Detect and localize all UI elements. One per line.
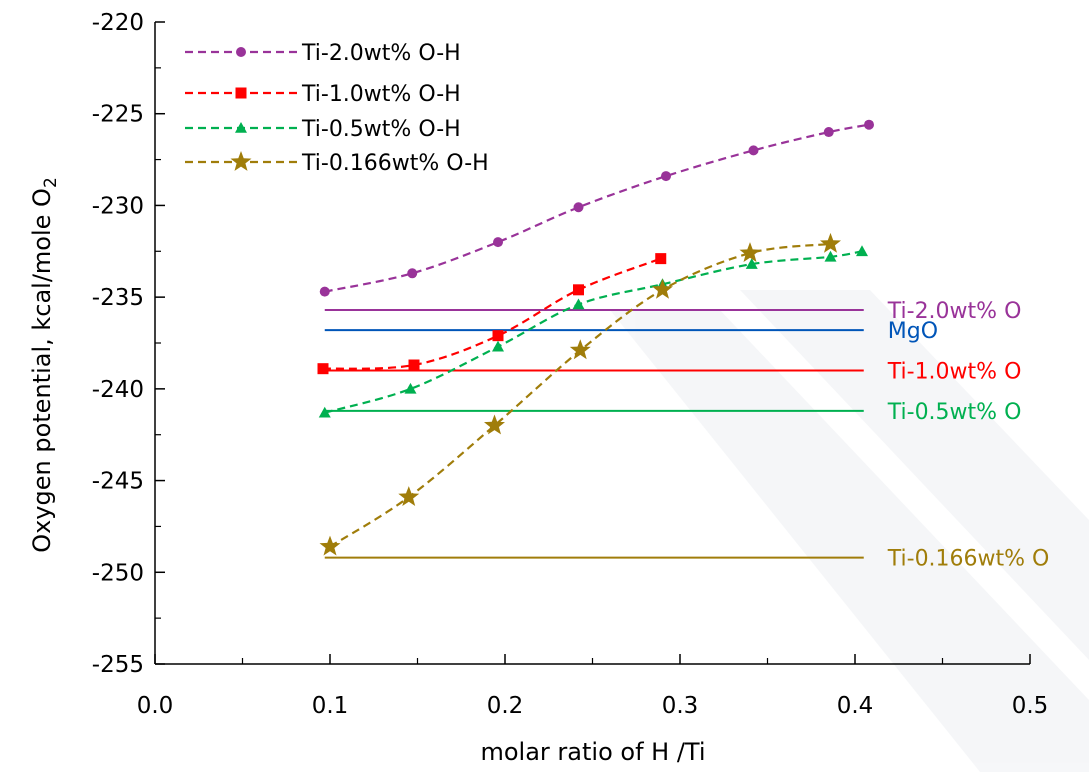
- y-tick-label: -230: [92, 193, 144, 219]
- data-point: [652, 278, 673, 299]
- data-point: [230, 151, 252, 171]
- legend-entry: Ti-1.0wt% O-H: [185, 82, 461, 107]
- series-square: [317, 253, 667, 375]
- data-point: [235, 122, 247, 133]
- reference-line-label: Ti-1.0wt% O: [887, 360, 1022, 385]
- axis-titles: molar ratio of H /Ti Oxygen potential, k…: [28, 177, 706, 766]
- legend-entry: Ti-2.0wt% O-H: [185, 41, 461, 66]
- y-tick-label: -240: [92, 377, 144, 403]
- legend: Ti-2.0wt% O-H Ti-1.0wt% O-H Ti-0.5wt% O-H T…: [185, 41, 489, 176]
- data-point: [573, 284, 584, 296]
- y-axis-title-main: Oxygen potential, kcal/mole O: [28, 188, 56, 553]
- data-point: [820, 232, 841, 253]
- series-line: [324, 250, 863, 414]
- x-tick-label: 0.4: [837, 693, 874, 719]
- legend-label: Ti-0.166wt% O-H: [301, 151, 489, 176]
- data-point: [407, 268, 418, 279]
- y-tick-label: -245: [92, 469, 144, 495]
- series-star: [319, 232, 841, 556]
- axes: 0.0 0.1 0.2 0.3 0.4 0.5 -220 -225 -230 -235 -240 -2…: [92, 10, 1048, 719]
- y-tick-label: -220: [92, 10, 144, 36]
- data-point: [492, 340, 504, 352]
- data-point: [661, 171, 671, 182]
- y-tick-label: -255: [92, 652, 144, 678]
- x-tick-label: 0.5: [1012, 693, 1049, 719]
- data-point: [748, 145, 759, 156]
- x-tick-label: 0.0: [137, 693, 174, 719]
- data-point: [569, 339, 591, 360]
- data-point: [492, 330, 504, 342]
- series-line: [324, 123, 870, 293]
- legend-label: Ti-0.5wt% O-H: [301, 117, 461, 142]
- legend-entry: Ti-0.5wt% O-H: [185, 117, 461, 142]
- series-line: [322, 257, 662, 370]
- data-point: [319, 286, 330, 297]
- y-tick-label: -250: [92, 560, 144, 586]
- x-axis-title: molar ratio of H /Ti: [480, 738, 705, 766]
- reference-line-label: Ti-2.0wt% O: [887, 299, 1022, 324]
- reference-line-label: MgO: [888, 319, 938, 344]
- y-axis-title: Oxygen potential, kcal/mole O2: [28, 177, 61, 553]
- data-point: [236, 47, 246, 57]
- data-point: [856, 245, 868, 257]
- data-point: [235, 87, 247, 99]
- series-layer: [317, 119, 874, 556]
- y-tick-label: -235: [92, 285, 144, 311]
- data-point: [864, 119, 874, 130]
- data-point: [739, 242, 761, 262]
- data-point: [573, 202, 584, 213]
- data-point: [319, 535, 341, 556]
- data-point: [318, 406, 331, 418]
- reference-line-label: Ti-0.166wt% O: [887, 547, 1050, 572]
- y-tick-label: -225: [92, 102, 144, 128]
- data-point: [572, 298, 585, 310]
- series-triangle: [318, 245, 868, 418]
- x-tick-label: 0.3: [662, 693, 699, 719]
- series-circle: [319, 119, 874, 297]
- data-point: [398, 486, 420, 506]
- legend-label: Ti-2.0wt% O-H: [301, 41, 461, 66]
- x-tick-label: 0.2: [487, 693, 524, 719]
- watermark: [610, 290, 1089, 772]
- legend-entry: Ti-0.166wt% O-H: [185, 151, 489, 176]
- data-point: [317, 363, 329, 375]
- data-point: [655, 253, 667, 265]
- data-point: [823, 127, 834, 138]
- data-point: [484, 414, 505, 435]
- data-point: [493, 237, 503, 248]
- data-point: [824, 250, 837, 262]
- legend-label: Ti-1.0wt% O-H: [301, 82, 461, 107]
- reference-line-label: Ti-0.5wt% O: [887, 400, 1022, 425]
- data-point: [745, 258, 758, 269]
- y-axis-title-subscript: 2: [41, 177, 61, 188]
- data-point: [408, 359, 420, 371]
- data-point: [404, 382, 417, 394]
- x-tick-label: 0.1: [312, 693, 349, 719]
